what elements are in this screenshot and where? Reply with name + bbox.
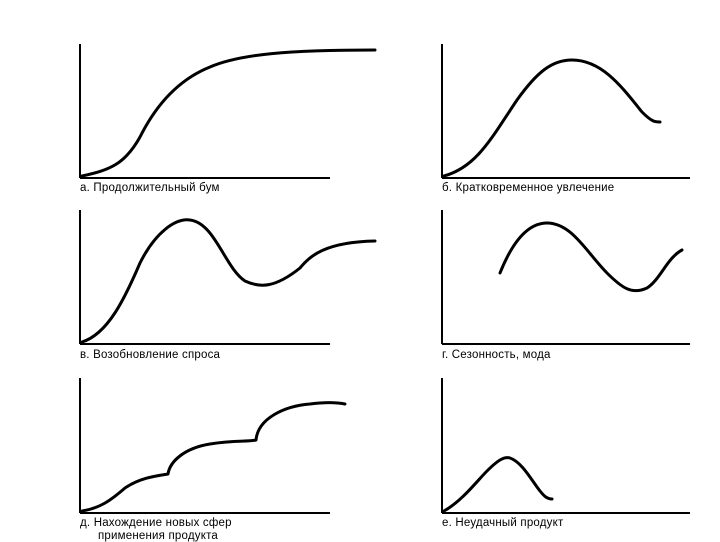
failed-product-curve [442, 456, 554, 513]
panel-new-applications: д. Нахождение новых сфер применения прод… [70, 376, 347, 542]
caption-failed-product: е. Неудачный продукт [442, 517, 564, 529]
seasonality-graph [441, 210, 690, 345]
caption-new-applications-line-2: применения продукта [98, 530, 219, 542]
caption-long-boom: а. Продолжительный бум [80, 182, 220, 194]
new-applications-graph [79, 378, 347, 514]
seasonality-curve [498, 221, 684, 293]
renewed-demand-curve [80, 218, 377, 344]
short-fad-curve [442, 58, 662, 178]
caption-seasonality: г. Сезонность, мода [442, 349, 551, 361]
new-applications-curve [80, 401, 347, 513]
failed-product-graph [441, 378, 690, 514]
short-fad-graph [441, 44, 690, 179]
caption-new-applications-line-1: д. Нахождение новых сфер [80, 517, 232, 529]
panel-renewed-demand: в. Возобновление спроса [70, 208, 377, 366]
caption-short-fad: б. Кратковременное увлечение [442, 182, 615, 194]
panel-long-boom: а. Продолжительный бум [70, 42, 377, 200]
panel-short-fad: б. Кратковременное увлечение [432, 42, 697, 200]
renewed-demand-graph [79, 210, 377, 345]
panel-failed-product: е. Неудачный продукт [432, 376, 697, 540]
long-boom-curve [80, 48, 377, 178]
caption-renewed-demand: в. Возобновление спроса [80, 349, 221, 361]
panel-seasonality: г. Сезонность, мода [432, 208, 697, 366]
long-boom-graph [79, 44, 377, 179]
